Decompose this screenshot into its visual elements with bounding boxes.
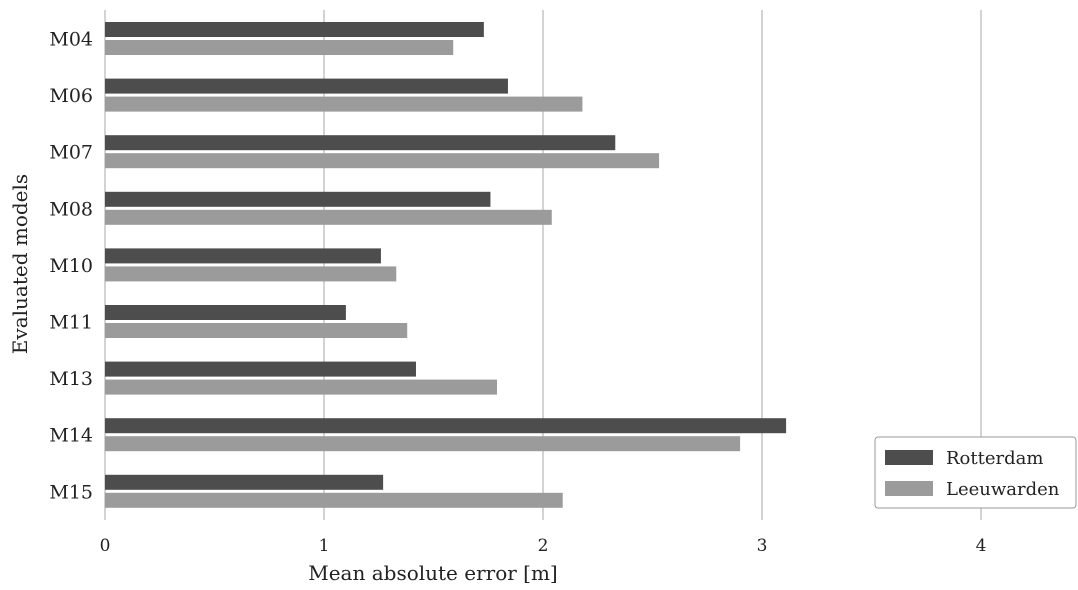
bar-m14-leeuwarden: [105, 436, 741, 452]
category-label-m11: M11: [49, 312, 93, 334]
bar-m04-rotterdam: [105, 22, 484, 37]
category-label-m15: M15: [49, 481, 93, 503]
bars: [105, 22, 787, 508]
bar-m10-rotterdam: [105, 248, 381, 264]
x-axis-title: Mean absolute error [m]: [308, 561, 558, 585]
x-tick-labels: 0 1 2 3 4: [100, 536, 987, 556]
bar-m15-rotterdam: [105, 474, 384, 490]
x-tick-label-2: 2: [538, 536, 549, 556]
category-label-m04: M04: [49, 29, 93, 51]
bar-m06-rotterdam: [105, 78, 508, 94]
bar-m11-rotterdam: [105, 305, 346, 320]
bar-m08-leeuwarden: [105, 209, 552, 225]
category-label-m13: M13: [49, 368, 93, 390]
bar-m15-leeuwarden: [105, 492, 563, 508]
legend-label-rotterdam: Rotterdam: [946, 448, 1043, 469]
bar-m07-rotterdam: [105, 135, 616, 151]
grid-lines: [104, 10, 982, 520]
x-tick-label-1: 1: [319, 536, 330, 556]
bar-m11-leeuwarden: [105, 323, 408, 338]
category-label-m14: M14: [49, 425, 93, 447]
bar-m04-leeuwarden: [105, 40, 454, 55]
bar-m10-leeuwarden: [105, 266, 397, 282]
bar-m08-rotterdam: [105, 191, 491, 207]
legend-swatch-leeuwarden: [885, 481, 933, 496]
legend-label-leeuwarden: Leeuwarden: [946, 479, 1060, 500]
bar-m14-rotterdam: [105, 418, 787, 434]
category-label-m07: M07: [49, 142, 93, 164]
category-labels: M04 M06 M07 M08 M10 M11 M13 M14 M15: [49, 29, 93, 504]
x-tick-label-3: 3: [757, 536, 768, 556]
category-label-m10: M10: [49, 255, 93, 277]
legend-swatch-rotterdam: [885, 450, 933, 465]
bar-m06-leeuwarden: [105, 96, 583, 112]
legend: Rotterdam Leeuwarden: [874, 436, 1077, 509]
bar-m13-leeuwarden: [105, 379, 498, 395]
x-tick-label-0: 0: [100, 536, 111, 556]
bar-m07-leeuwarden: [105, 153, 660, 169]
category-label-m06: M06: [49, 85, 93, 107]
bar-m13-rotterdam: [105, 361, 416, 377]
x-tick-label-4: 4: [976, 536, 987, 556]
category-label-m08: M08: [49, 198, 93, 220]
y-axis-title: Evaluated models: [8, 174, 32, 354]
